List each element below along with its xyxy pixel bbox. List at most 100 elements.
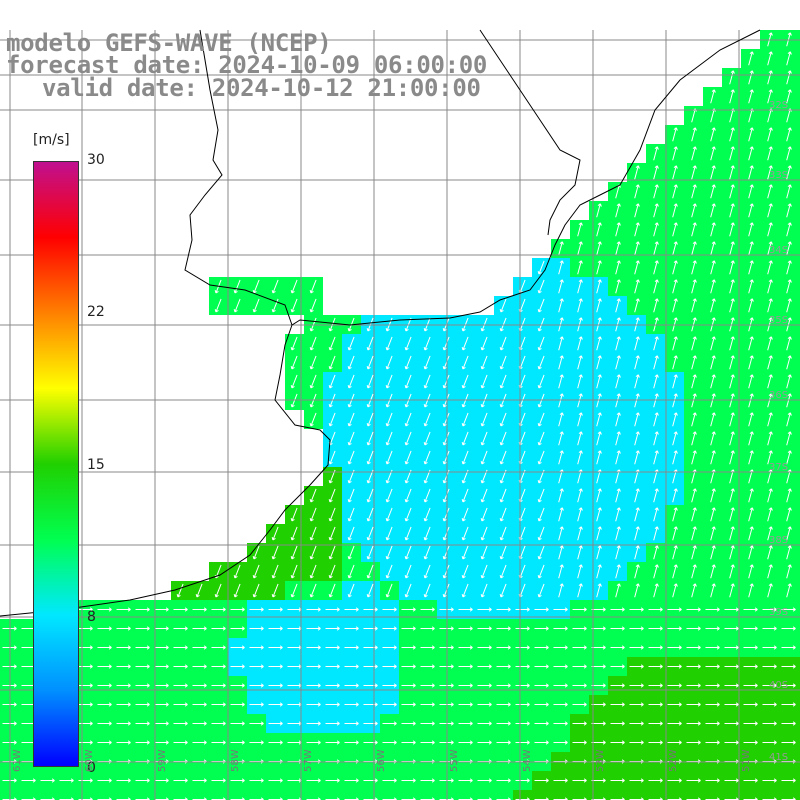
wind-arrow [363,626,378,631]
wind-arrow [634,450,640,465]
wind-arrow [724,778,739,783]
wind-arrow [648,778,663,783]
wind-arrow [401,664,416,669]
wind-arrow [610,607,625,612]
wind-arrow [306,778,321,783]
wind-arrow [116,702,131,707]
wind-arrow [477,645,492,650]
wind-arrow [615,336,621,351]
wind-arrow [553,607,568,612]
wind-arrow [710,222,716,237]
wind-arrow [59,778,74,783]
wind-arrow [458,683,473,688]
wind-arrow [667,607,682,612]
wind-cell [798,581,800,600]
wind-arrow [653,222,659,237]
longitude-label: 55W [449,749,460,772]
wind-arrow [309,583,317,598]
wind-arrow [767,336,773,351]
wind-arrow [634,564,640,579]
wind-arrow [328,507,336,522]
wind-arrow [290,355,298,370]
wind-arrow [344,664,359,669]
wind-arrow [458,702,473,707]
wind-arrow [724,626,739,631]
wind-arrow [596,564,602,579]
wind-arrow [537,507,545,522]
wind-arrow [572,607,587,612]
wind-arrow [344,607,359,612]
wind-arrow [781,702,796,707]
wind-arrow [667,702,682,707]
wind-arrow [743,607,758,612]
wind-arrow [401,778,416,783]
wind-arrow [729,241,735,256]
wind-arrow [596,355,602,370]
wind-arrow [328,336,336,351]
wind-cell [798,486,800,505]
wind-arrow [781,683,796,688]
wind-arrow [404,355,412,370]
wind-arrow [116,664,131,669]
wind-arrow [534,721,549,726]
wind-arrow [515,778,530,783]
wind-arrow [653,374,659,389]
wind-arrow [686,740,701,745]
wind-arrow [401,740,416,745]
wind-arrow [192,740,207,745]
colorbar [33,161,79,767]
wind-arrow [767,564,773,579]
wind-arrow [743,683,758,688]
wind-arrow [537,545,545,560]
wind-arrow [325,683,340,688]
wind-arrow [634,355,640,370]
wind-arrow [596,374,602,389]
wind-arrow [762,664,777,669]
wind-arrow [596,488,602,503]
wind-arrow [748,355,754,370]
wind-arrow [748,222,754,237]
wind-cell [798,106,800,125]
wind-arrow [691,450,697,465]
wind-arrow [496,721,511,726]
coastline-path-plata [0,324,331,617]
wind-arrow [97,740,112,745]
wind-arrow [743,702,758,707]
wind-arrow [366,583,374,598]
wind-arrow [230,607,245,612]
wind-arrow [135,645,150,650]
wind-arrow [309,279,317,294]
wind-arrow [382,721,397,726]
wind-cell [779,790,798,800]
wind-arrow [729,507,735,522]
wind-arrow [786,70,792,85]
wind-cell [513,790,532,800]
wind-arrow [786,431,792,446]
wind-arrow [748,412,754,427]
wind-arrow [480,412,488,427]
wind-arrow [499,564,507,579]
wind-arrow [748,260,754,275]
wind-arrow [767,165,773,180]
wind-arrow [577,583,583,598]
wind-arrow [653,298,659,313]
wind-arrow [154,683,169,688]
wind-arrow [629,683,644,688]
wind-arrow [729,184,735,199]
wind-arrow [786,51,792,66]
latitude-label: 40S [769,680,789,691]
wind-arrow [610,683,625,688]
wind-arrow [710,260,716,275]
wind-cell [741,790,760,800]
wind-arrow [648,721,663,726]
wind-arrow [461,450,469,465]
wind-arrow [363,645,378,650]
wind-cell [798,220,800,239]
wind-arrow [366,450,374,465]
wind-arrow [385,412,393,427]
wind-arrow [686,702,701,707]
wind-arrow [729,545,735,560]
coastline [0,29,761,617]
wind-arrow [192,664,207,669]
wind-arrow [653,241,659,256]
